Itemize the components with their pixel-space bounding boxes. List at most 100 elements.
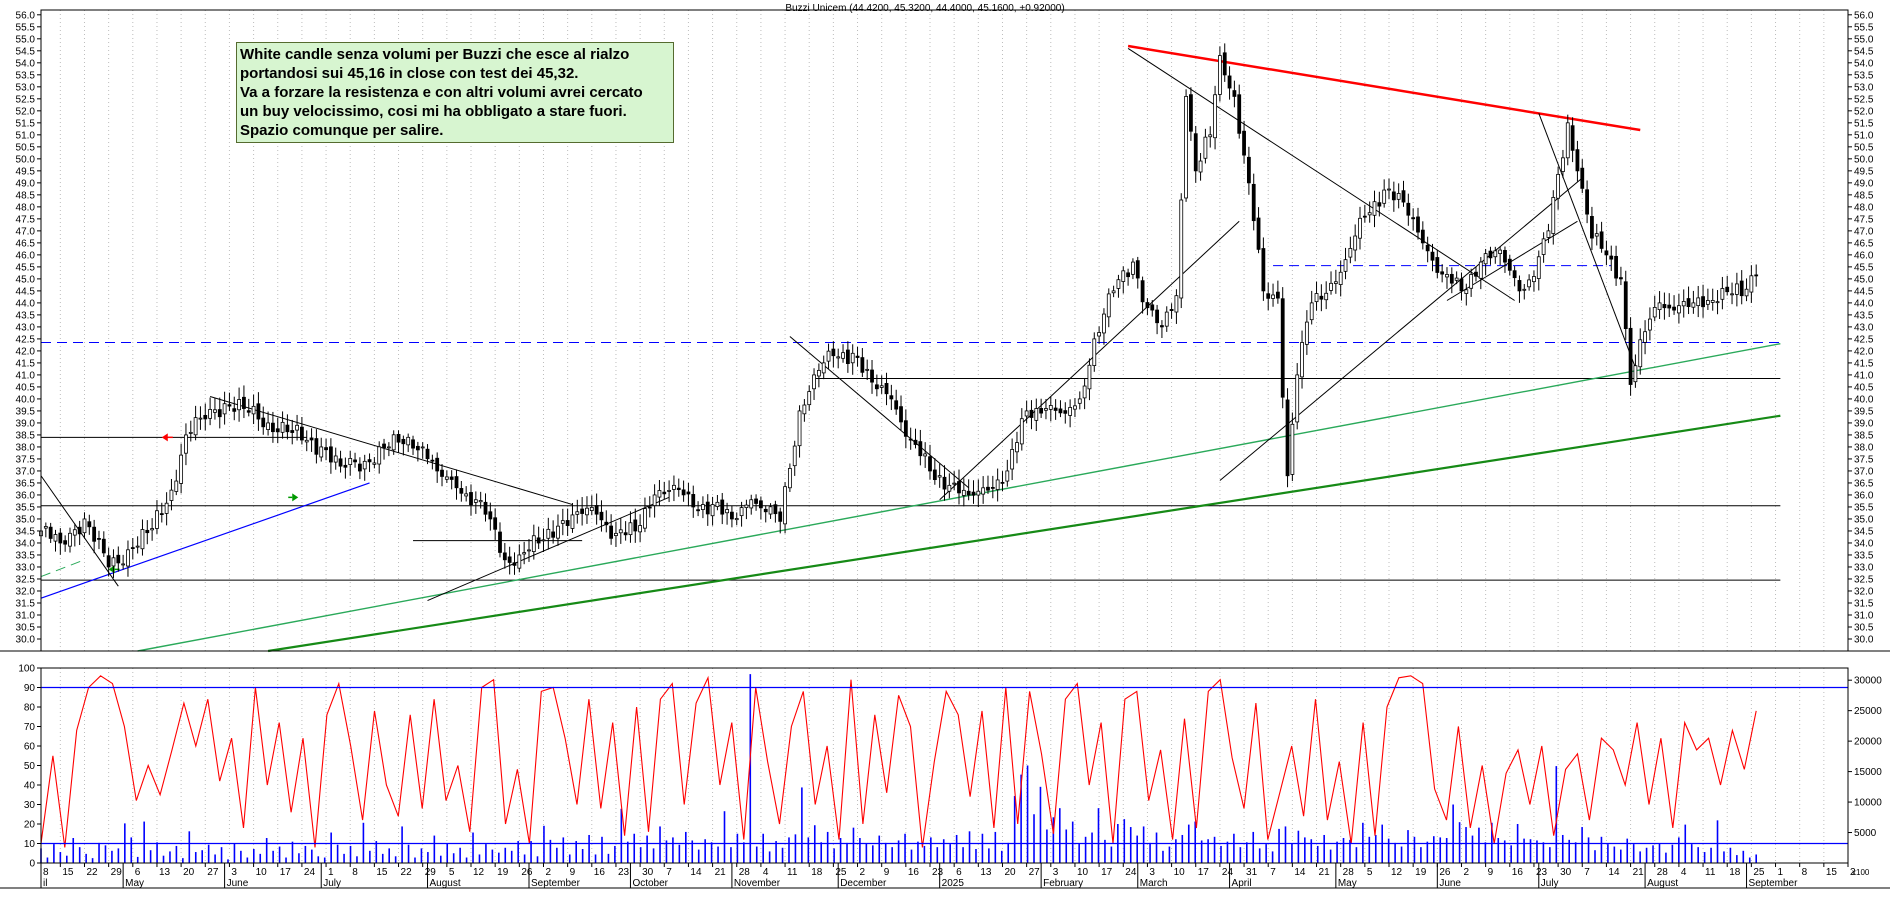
x-tick-label: 20 <box>183 867 195 878</box>
x-tick-label: 2 <box>860 867 866 878</box>
candle-down <box>1150 304 1155 311</box>
y-tick-label-right: 42.0 <box>1854 346 1874 357</box>
candle-up <box>797 410 802 447</box>
y-tick-label-left: 55.5 <box>16 22 36 33</box>
y-tick-label-left: 30.0 <box>16 634 36 645</box>
x-tick-label: 8 <box>1802 867 1808 878</box>
candle-up <box>1111 290 1116 294</box>
candle-down <box>87 521 92 528</box>
candle-down <box>411 439 415 449</box>
y-tick-label-right: 49.0 <box>1854 178 1874 189</box>
month-label: February <box>1043 878 1083 889</box>
candle-up <box>952 482 957 485</box>
candle-down <box>271 422 275 433</box>
candle-up <box>821 362 826 374</box>
candle-down <box>894 400 899 410</box>
candle-down <box>609 525 614 539</box>
candle-up <box>1218 55 1222 95</box>
candle-down <box>918 441 923 457</box>
candle-down <box>1604 250 1609 256</box>
y-tick-label-left: 52.5 <box>16 94 36 105</box>
candle-up <box>1594 233 1599 237</box>
y-tick-label-left: 42.5 <box>16 334 36 345</box>
x-tick-label: 26 <box>1439 867 1451 878</box>
y-tick-label-right: 39.0 <box>1854 418 1874 429</box>
candle-up <box>1324 292 1329 301</box>
y-tick-label-right: 55.5 <box>1854 22 1874 33</box>
candle-up <box>179 454 184 484</box>
candle-up <box>362 460 367 470</box>
candle-up <box>865 368 870 371</box>
y-tick-label-left: 46.5 <box>16 238 36 249</box>
x-tick-label: 4 <box>763 867 769 878</box>
candle-up <box>135 545 140 548</box>
x-tick-label: 2 <box>545 867 551 878</box>
candle-down <box>870 369 874 383</box>
candle-down <box>1251 183 1256 222</box>
candle-down <box>1058 408 1063 414</box>
candle-down <box>696 509 700 512</box>
osc-tick-label: 70 <box>24 722 36 733</box>
x-tick-label: 23 <box>618 867 630 878</box>
candle-down <box>874 384 879 390</box>
y-tick-label-right: 48.0 <box>1854 202 1874 213</box>
y-tick-label-left: 49.5 <box>16 166 36 177</box>
candle-up <box>1092 338 1097 366</box>
candle-up <box>1565 122 1570 159</box>
x-tick-label: 14 <box>1294 867 1306 878</box>
candle-up <box>575 511 580 515</box>
candle-down <box>314 438 319 455</box>
y-tick-label-left: 41.0 <box>16 370 36 381</box>
y-tick-label-right: 51.0 <box>1854 130 1874 141</box>
candle-down <box>536 537 541 544</box>
y-tick-label-left: 39.5 <box>16 406 36 417</box>
month-label: March <box>1140 878 1168 889</box>
candle-up <box>295 424 299 431</box>
candle-down <box>1425 244 1430 252</box>
x-tick-label: 7 <box>1270 867 1276 878</box>
candle-up <box>1019 418 1024 445</box>
y-tick-label-left: 54.5 <box>16 46 36 57</box>
y-tick-label-right: 33.5 <box>1854 550 1874 561</box>
trendline-blue-trend <box>40 482 370 599</box>
candle-up <box>1198 160 1203 173</box>
x-tick-label: 3 <box>231 867 237 878</box>
candle-down <box>449 476 454 480</box>
y-tick-label-right: 48.5 <box>1854 190 1874 201</box>
candle-down <box>483 501 488 515</box>
candle-down <box>159 513 164 516</box>
osc-tick-label: 90 <box>24 683 36 694</box>
candle-up <box>585 507 589 516</box>
candle-down <box>1459 278 1464 292</box>
candle-down <box>1275 291 1280 299</box>
chart-title: Buzzi Unicem (44.4200, 45.3200, 44.4000,… <box>785 3 1064 14</box>
candle-up <box>652 494 657 506</box>
y-tick-label-right: 34.5 <box>1854 526 1874 537</box>
candle-down <box>367 459 372 463</box>
candle-down <box>565 520 570 526</box>
candle-up <box>1691 302 1696 308</box>
candle-up <box>657 490 662 498</box>
candle-up <box>715 501 720 507</box>
y-tick-label-right: 39.5 <box>1854 406 1874 417</box>
x-tick-label: 24 <box>1125 867 1137 878</box>
candle-up <box>816 369 821 377</box>
candle-down <box>908 438 913 441</box>
candle-down <box>845 349 850 364</box>
y-tick-label-left: 33.5 <box>16 550 36 561</box>
candle-down <box>1160 325 1164 328</box>
trendline-uptrend-3 <box>1219 177 1583 481</box>
x-tick-label: 28 <box>739 867 751 878</box>
y-tick-label-right: 45.5 <box>1854 262 1874 273</box>
x-tick-label: 6 <box>135 867 141 878</box>
candle-up <box>126 549 130 567</box>
month-label: October <box>632 878 668 889</box>
y-tick-label-right: 50.5 <box>1854 142 1874 153</box>
candle-down <box>290 430 295 433</box>
volume-tick-label: 20000 <box>1854 737 1882 748</box>
candle-up <box>961 489 966 496</box>
y-tick-label-right: 37.0 <box>1854 466 1874 477</box>
candle-up <box>739 507 744 517</box>
month-label: April <box>1232 878 1252 889</box>
candle-down <box>599 511 604 521</box>
